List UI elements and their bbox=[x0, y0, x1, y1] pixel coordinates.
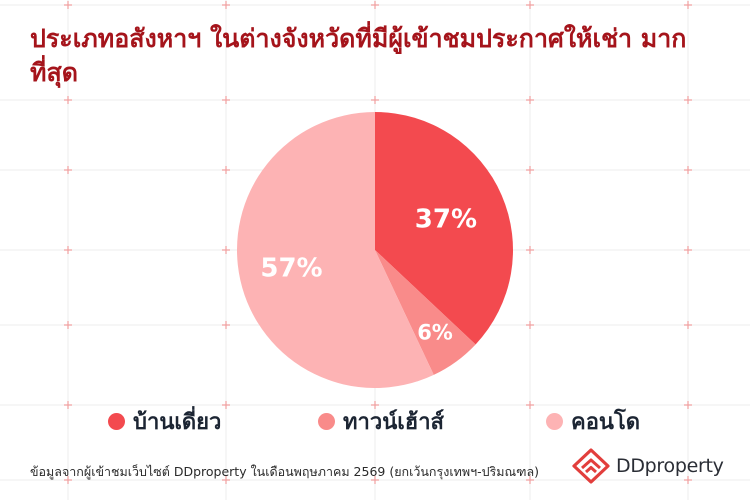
brand-logo[interactable]: DDproperty bbox=[572, 448, 724, 484]
legend-swatch-townhouse bbox=[318, 412, 335, 430]
pie-slice-condo bbox=[236, 112, 434, 389]
source-footnote: ข้อมูลจากผู้เข้าชมเว็บไซต์ DDproperty ใน… bbox=[30, 464, 539, 479]
grid-cross-marker bbox=[684, 476, 692, 484]
grid-cross-marker bbox=[64, 246, 72, 254]
grid-cross-marker bbox=[222, 1, 230, 9]
grid-cross-marker bbox=[64, 476, 72, 484]
grid-cross-marker bbox=[222, 166, 230, 174]
grid-cross-marker bbox=[371, 401, 379, 409]
pie-label-townhouse: 6% bbox=[417, 321, 453, 345]
grid-cross-marker bbox=[222, 321, 230, 329]
pie-slice-townhouse bbox=[375, 250, 476, 375]
grid-cross-marker bbox=[64, 96, 72, 104]
grid-cross-marker bbox=[371, 476, 379, 484]
pie-label-condo: 57% bbox=[260, 254, 322, 284]
legend-item-townhouse: ทาวน์เฮ้าส์ bbox=[318, 404, 444, 438]
grid-cross-marker bbox=[64, 321, 72, 329]
chart-legend: บ้านเดี่ยว ทาวน์เฮ้าส์ คอนโด bbox=[0, 404, 750, 438]
legend-item-detached-house: บ้านเดี่ยว bbox=[108, 404, 221, 438]
pie-slice-detached-house bbox=[375, 112, 513, 345]
brand-name: DDproperty bbox=[616, 455, 724, 477]
grid-cross-marker bbox=[371, 96, 379, 104]
grid-cross-marker bbox=[64, 1, 72, 9]
pie-label-detached-house: 37% bbox=[415, 204, 477, 234]
grid-cross-marker bbox=[64, 401, 72, 409]
legend-label-townhouse: ทาวน์เฮ้าส์ bbox=[343, 409, 444, 435]
grid-cross-marker bbox=[684, 401, 692, 409]
grid-cross-marker bbox=[526, 321, 534, 329]
grid-cross-marker bbox=[526, 401, 534, 409]
grid-cross-marker bbox=[684, 321, 692, 329]
chart-title: ประเภทอสังหาฯ ในต่างจังหวัดที่มีผู้เข้าช… bbox=[30, 24, 687, 87]
grid-cross-marker bbox=[684, 96, 692, 104]
ddproperty-logo-icon bbox=[572, 448, 610, 484]
grid-cross-marker bbox=[684, 1, 692, 9]
grid-cross-marker bbox=[526, 1, 534, 9]
grid-cross-marker bbox=[526, 246, 534, 254]
grid-cross-marker bbox=[222, 476, 230, 484]
grid-cross-marker bbox=[222, 246, 230, 254]
grid-cross-marker bbox=[371, 1, 379, 9]
legend-label-detached-house: บ้านเดี่ยว bbox=[133, 409, 222, 435]
grid-cross-marker bbox=[222, 96, 230, 104]
legend-swatch-detached-house bbox=[108, 412, 125, 430]
legend-swatch-condo bbox=[546, 412, 563, 430]
grid-cross-marker bbox=[684, 246, 692, 254]
grid-cross-marker bbox=[64, 166, 72, 174]
grid-cross-marker bbox=[526, 166, 534, 174]
grid-cross-marker bbox=[526, 96, 534, 104]
legend-item-condo: คอนโด bbox=[546, 404, 640, 438]
legend-label-condo: คอนโด bbox=[571, 409, 641, 435]
grid-cross-marker bbox=[222, 401, 230, 409]
grid-cross-marker bbox=[684, 166, 692, 174]
grid-cross-marker bbox=[526, 476, 534, 484]
